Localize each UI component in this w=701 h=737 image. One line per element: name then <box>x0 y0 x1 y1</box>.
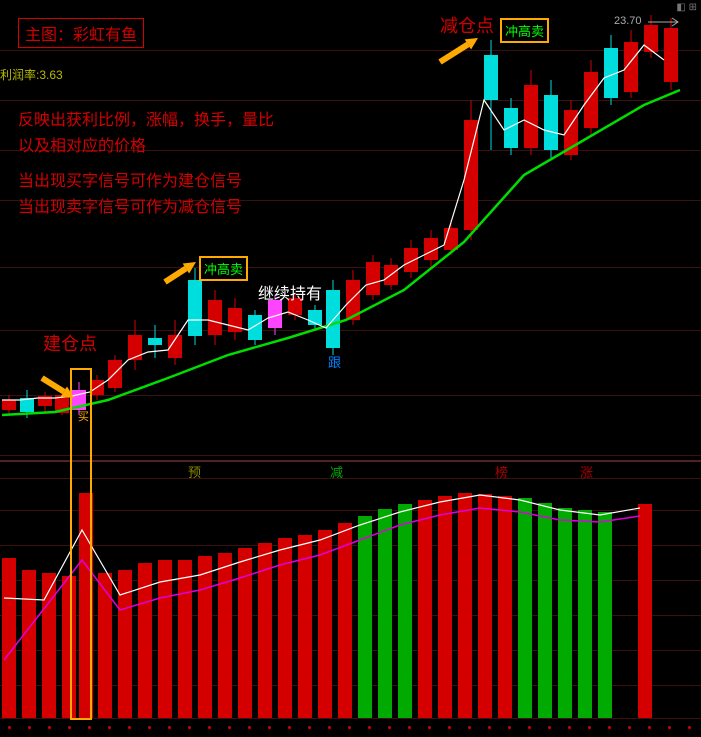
indicator-bar <box>318 530 332 718</box>
hold-label: 继续持有 <box>258 280 322 304</box>
candlestick <box>584 0 598 460</box>
indicator-bar <box>138 563 152 718</box>
indicator-bar <box>538 503 552 718</box>
candlestick <box>424 0 438 460</box>
indicator-bar <box>198 556 212 718</box>
indicator-bar <box>118 570 132 718</box>
candlestick <box>228 0 242 460</box>
candlestick <box>108 0 122 460</box>
indicator-bar <box>258 543 272 718</box>
sell-signal-label: 冲高卖 <box>500 18 549 43</box>
candlestick <box>308 0 322 460</box>
grid-line <box>0 510 701 511</box>
indicator-bar <box>478 494 492 718</box>
indicator-bar <box>498 496 512 718</box>
indicator-bar <box>238 548 252 718</box>
indicator-bar <box>178 560 192 718</box>
build-point-label: 建仓点 <box>43 330 97 356</box>
indicator-bar <box>98 573 112 718</box>
indicator-bar <box>598 512 612 718</box>
sell-signal-label: 冲高卖 <box>199 256 248 281</box>
candlestick <box>504 0 518 460</box>
sub-indicator-label: 减 <box>330 462 343 481</box>
candlestick <box>604 0 618 460</box>
indicator-bar <box>218 553 232 718</box>
main-title: 主图：彩虹有鱼 <box>18 18 144 48</box>
candlestick <box>664 0 678 460</box>
indicator-bar <box>578 510 592 718</box>
candlestick <box>128 0 142 460</box>
candlestick <box>188 0 202 460</box>
candlestick <box>90 0 104 460</box>
candlestick <box>624 0 638 460</box>
profit-rate-label: 利润率:3.63 <box>0 66 63 83</box>
indicator-bar <box>22 570 36 718</box>
candlestick <box>148 0 162 460</box>
indicator-bar <box>378 509 392 718</box>
candlestick <box>346 0 360 460</box>
sub-indicator-label: 预 <box>188 462 201 481</box>
candlestick <box>288 0 302 460</box>
indicator-bar <box>638 504 652 718</box>
price-value: 23.70 <box>614 15 642 27</box>
candlestick <box>208 0 222 460</box>
follow-label: 跟 <box>328 352 341 371</box>
sub-indicator-label: 榜 <box>495 462 508 481</box>
indicator-bar <box>418 500 432 718</box>
indicator-bar <box>278 538 292 718</box>
toolbar-icons[interactable]: ◧ ⊞ <box>676 2 697 13</box>
candlestick <box>484 0 498 460</box>
indicator-bar <box>398 504 412 718</box>
candlestick <box>366 0 380 460</box>
candlestick <box>248 0 262 460</box>
indicator-bar <box>42 573 56 718</box>
indicator-bar <box>458 493 472 718</box>
indicator-bar <box>338 523 352 718</box>
grid-line <box>0 718 701 719</box>
candlestick <box>326 0 340 460</box>
sub-indicator-label: 涨 <box>580 462 593 481</box>
grid-line <box>0 478 701 479</box>
indicator-bar <box>358 516 372 718</box>
indicator-bar <box>298 535 312 718</box>
candlestick <box>644 0 658 460</box>
indicator-bar <box>2 558 16 718</box>
candlestick <box>168 0 182 460</box>
buy-small-label: 买 <box>78 408 89 424</box>
candlestick <box>384 0 398 460</box>
candlestick <box>404 0 418 460</box>
tick-dots <box>8 726 701 729</box>
indicator-bar <box>558 508 572 718</box>
candlestick <box>564 0 578 460</box>
candlestick <box>524 0 538 460</box>
description-text: 反映出获利比例，涨幅，换手，量比以及相对应的价格当出现买字信号可作为建仓信号当出… <box>18 108 274 220</box>
candlestick <box>464 0 478 460</box>
reduce-point-label: 减仓点 <box>440 12 494 38</box>
candlestick <box>268 0 282 460</box>
panel-separator <box>0 460 701 462</box>
indicator-bar <box>438 496 452 718</box>
indicator-bar <box>158 560 172 718</box>
candlestick <box>444 0 458 460</box>
candlestick <box>544 0 558 460</box>
indicator-bar <box>518 498 532 718</box>
